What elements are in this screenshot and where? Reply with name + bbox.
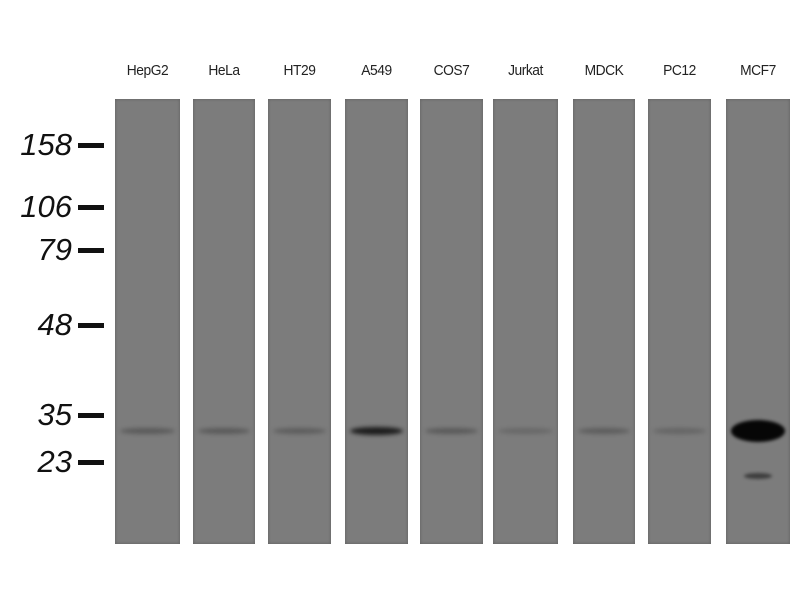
lane-a549 — [345, 99, 408, 544]
lane-mdck — [573, 99, 635, 544]
protein-band — [577, 428, 631, 434]
mw-marker: 79 — [0, 232, 106, 267]
protein-band — [653, 428, 706, 434]
lane-hepg2 — [115, 99, 180, 544]
lane-label: A549 — [361, 62, 392, 79]
marker-label: 158 — [20, 127, 72, 162]
lane-label: COS7 — [433, 62, 470, 79]
lane-mcf7 — [726, 99, 790, 544]
marker-tick — [78, 143, 104, 148]
marker-tick — [78, 205, 104, 210]
marker-label: 23 — [37, 444, 72, 479]
protein-band — [731, 420, 785, 442]
marker-label: 48 — [37, 307, 72, 342]
marker-tick — [78, 413, 104, 418]
marker-tick — [78, 248, 104, 253]
lane-label: HT29 — [283, 62, 316, 79]
protein-band — [273, 428, 326, 434]
lane-cos7 — [420, 99, 483, 544]
lane-jurkat — [493, 99, 558, 544]
marker-label: 35 — [37, 397, 72, 432]
lane-label: HepG2 — [126, 62, 169, 79]
lane-label: Jurkat — [508, 62, 543, 79]
protein-band — [197, 428, 251, 434]
lane-hela — [193, 99, 255, 544]
mw-marker: 35 — [0, 397, 106, 432]
lane-label: MDCK — [584, 62, 624, 79]
protein-band — [425, 428, 478, 434]
lane-label: PC12 — [663, 62, 696, 79]
mw-marker: 158 — [0, 127, 106, 162]
mw-marker: 48 — [0, 307, 106, 342]
lane-label: HeLa — [208, 62, 240, 79]
lane-pc12 — [648, 99, 711, 544]
secondary-band — [743, 473, 773, 479]
marker-tick — [78, 460, 104, 465]
lane-ht29 — [268, 99, 331, 544]
marker-label: 79 — [37, 232, 72, 267]
protein-band — [498, 428, 553, 434]
marker-tick — [78, 323, 104, 328]
mw-marker: 106 — [0, 189, 106, 224]
protein-band — [120, 428, 175, 434]
lane-label: MCF7 — [740, 62, 776, 79]
protein-band — [350, 427, 403, 435]
marker-label: 106 — [20, 189, 72, 224]
mw-marker: 23 — [0, 444, 106, 479]
